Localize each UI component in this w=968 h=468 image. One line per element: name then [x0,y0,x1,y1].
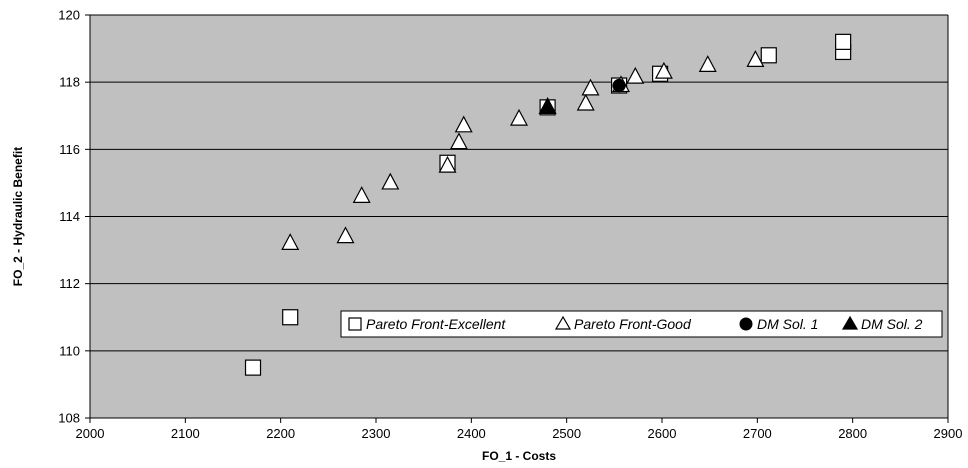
x-axis-title: FO_1 - Costs [482,449,556,463]
y-tick-label: 112 [59,276,80,291]
legend-marker [841,315,859,330]
data-point [282,309,299,326]
data-point [336,226,355,244]
gridlines [90,14,948,352]
tick-labels: 2000 2100 2200 2300 2400 2500 2600 2700 2800 2900… [58,8,962,442]
legend-item: Pareto Front-Excellent [348,316,506,332]
series-3 [612,78,626,93]
data-markers [244,33,852,376]
x-tick-label: 2100 [171,426,200,441]
data-point [581,78,600,96]
legend: Pareto Front-Excellent Pareto Front-Good D… [340,310,943,338]
data-point [352,186,371,203]
data-point [449,132,468,150]
data-point [454,115,473,133]
data-point [654,61,673,79]
legend-marker [739,317,753,331]
data-point [244,359,262,376]
series-4 [538,97,557,114]
data-point [760,47,777,64]
data-point [626,66,645,84]
data-point [612,78,626,93]
x-tick-label: 2400 [457,426,486,441]
legend-label: Pareto Front-Excellent [366,316,506,332]
legend-label: DM Sol. 1 [757,316,818,332]
y-tick-label: 114 [59,209,80,224]
data-point [746,50,765,67]
data-point [576,93,595,111]
legend-label: DM Sol. 2 [861,316,923,332]
legend-box [340,310,943,338]
data-point [281,233,300,250]
y-axis-title: FO_2 - Hydraulic Benefit [11,147,25,286]
y-tick-label: 116 [59,142,80,157]
data-point [698,55,717,72]
legend-label: Pareto Front-Good [574,316,692,332]
x-tick-label: 2200 [266,426,295,441]
x-tick-label: 2900 [934,426,963,441]
legend-item: DM Sol. 2 [841,315,923,332]
x-tick-label: 2600 [648,426,677,441]
x-tick-label: 2000 [76,426,105,441]
legend-item: Pareto Front-Good [554,315,692,332]
x-tick-label: 2700 [743,426,772,441]
x-tick-label: 2300 [362,426,391,441]
data-point [381,172,400,190]
data-point [438,155,457,173]
legend-marker [554,315,572,330]
legend-marker [348,317,362,331]
x-tick-label: 2500 [552,426,581,441]
x-tick-label: 2800 [838,426,867,441]
data-point [835,33,852,50]
data-point [538,97,557,114]
data-point [510,108,528,126]
y-tick-label: 118 [59,75,80,90]
y-tick-label: 120 [58,8,80,23]
y-tick-label: 108 [58,411,80,426]
legend-item: DM Sol. 1 [739,316,818,332]
y-tick-label: 110 [59,343,80,358]
